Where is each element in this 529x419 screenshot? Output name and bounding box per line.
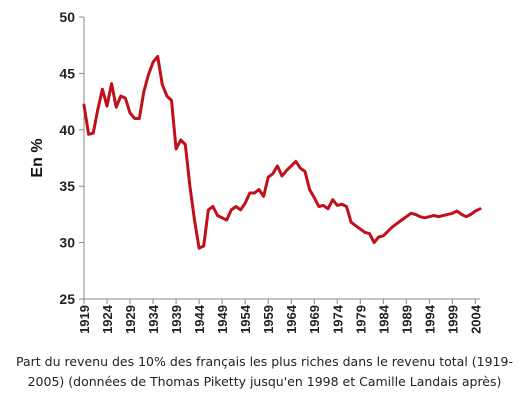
x-tick-label: 1974: [330, 304, 345, 334]
x-tick-label: 1959: [261, 305, 276, 334]
y-tick-label: 40: [59, 122, 75, 138]
x-tick-label: 1949: [215, 305, 230, 334]
y-tick-label: 45: [59, 65, 75, 81]
axes: [83, 17, 480, 300]
x-tick-label: 1939: [169, 305, 184, 334]
x-tick-label: 1919: [77, 305, 92, 334]
x-tick-label: 1944: [192, 304, 207, 334]
y-axis-title: En %: [29, 138, 46, 177]
x-tick-label: 1964: [284, 304, 299, 334]
chart-caption: Part du revenu des 10% des français les …: [16, 354, 513, 389]
y-axis-label: En %: [29, 138, 46, 177]
y-tick-label: 30: [59, 235, 75, 251]
x-tick-label: 1979: [353, 305, 368, 334]
y-tick-label: 50: [59, 9, 75, 25]
x-tick-label: 1984: [376, 304, 391, 334]
series-group: [82, 55, 482, 250]
x-tick-label: 1924: [100, 304, 115, 334]
y-axis-ticks: 25 30 35 40 45 50: [59, 9, 84, 307]
x-tick-label: 1929: [123, 305, 138, 334]
x-tick-label: 1934: [146, 304, 161, 334]
x-tick-label: 1994: [422, 304, 437, 334]
y-tick-label: 25: [59, 291, 75, 307]
x-tick-label: 1954: [238, 304, 253, 334]
series-line: [82, 55, 482, 250]
x-tick-label: 1989: [399, 305, 414, 334]
x-tick-label: 1999: [445, 305, 460, 334]
x-axis-ticks: 1919 1924 1929 1934 1939 1944 1949 1954 1959 1964…: [77, 299, 483, 334]
x-tick-label: 2004: [468, 304, 483, 334]
x-tick-label: 1969: [307, 305, 322, 334]
y-tick-label: 35: [59, 178, 75, 194]
